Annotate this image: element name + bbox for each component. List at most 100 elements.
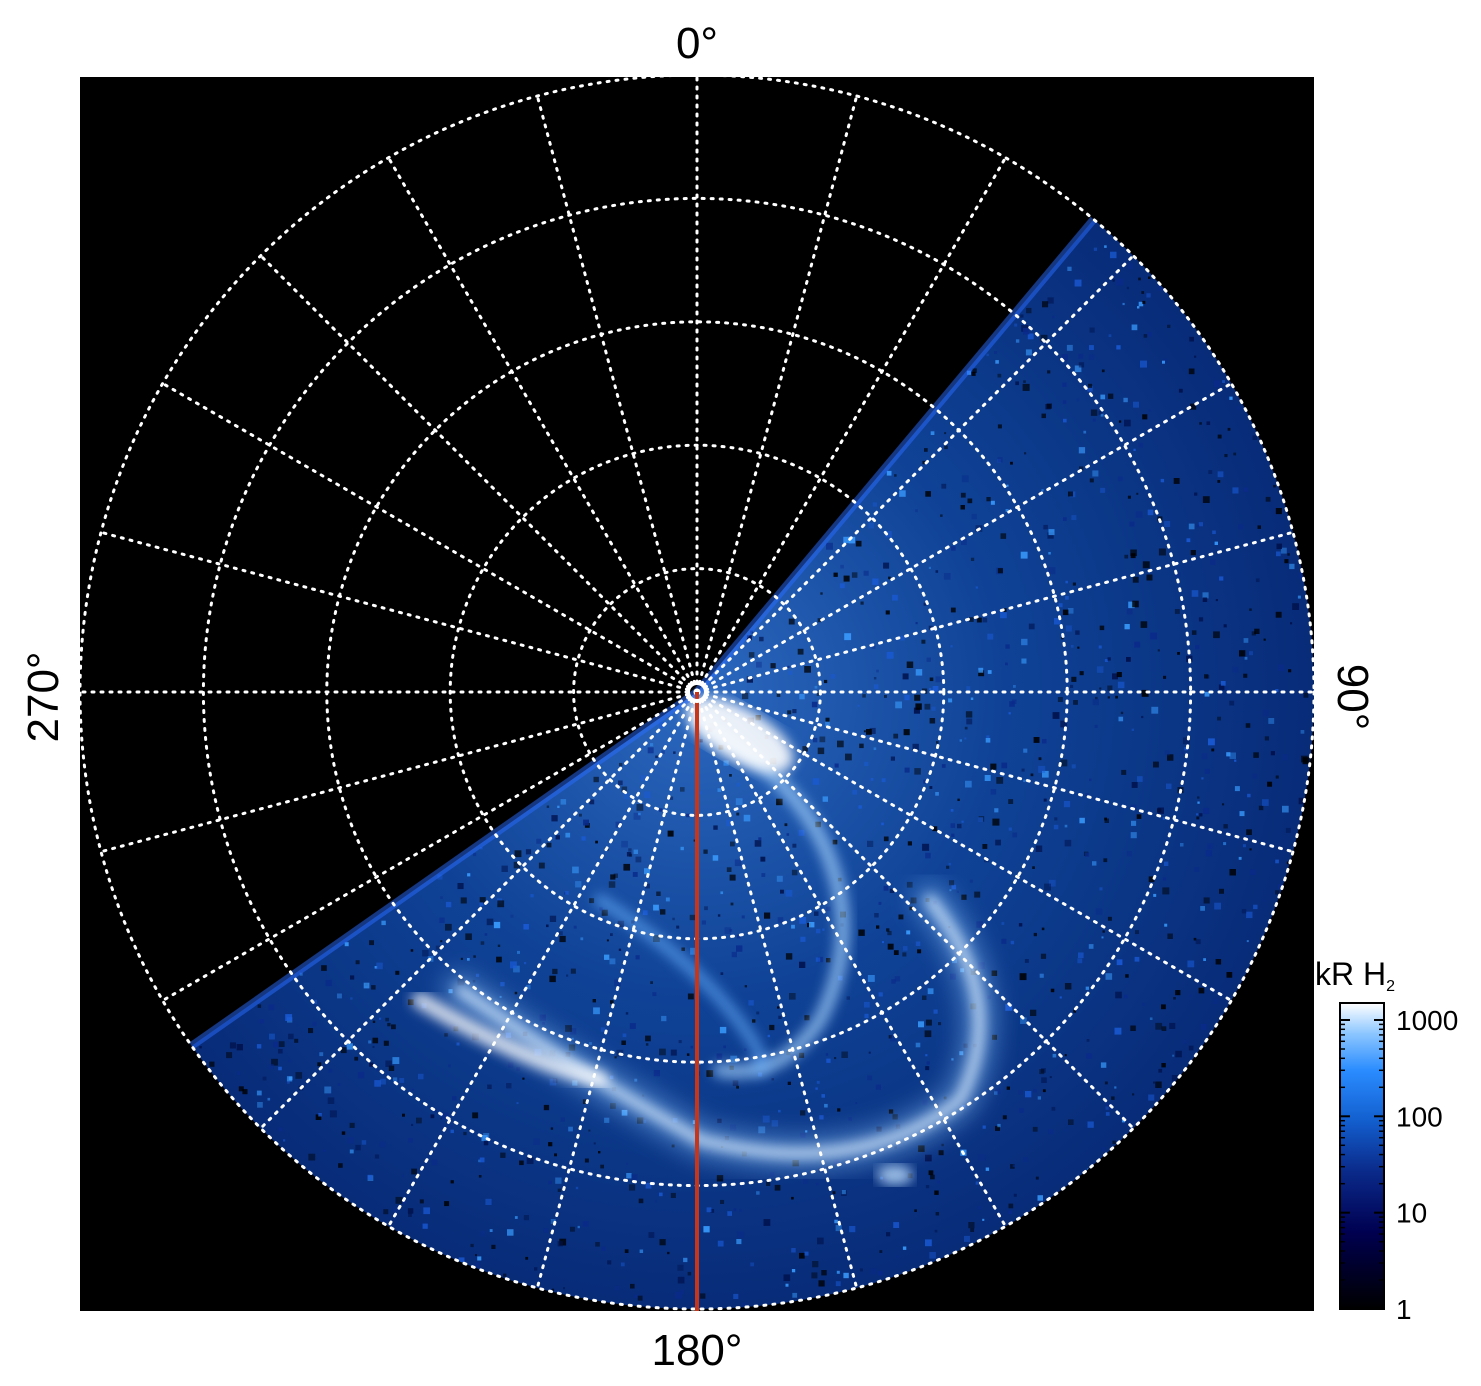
speckle-cell bbox=[308, 1153, 316, 1161]
speckle-cell bbox=[809, 922, 815, 928]
speckle-cell bbox=[624, 1249, 629, 1253]
speckle-cell bbox=[774, 1184, 781, 1191]
speckle-cell bbox=[1085, 986, 1089, 990]
speckle-cell bbox=[1123, 397, 1128, 403]
speckle-cell bbox=[926, 1061, 930, 1065]
speckle-cell bbox=[1171, 1075, 1179, 1082]
speckle-cell bbox=[1287, 553, 1290, 556]
speckle-cell bbox=[411, 1168, 417, 1175]
speckle-cell bbox=[815, 957, 821, 962]
speckle-cell bbox=[964, 737, 967, 740]
speckle-cell bbox=[319, 1052, 324, 1057]
speckle-cell bbox=[1226, 972, 1233, 978]
speckle-cell bbox=[229, 1042, 236, 1049]
speckle-cell bbox=[629, 1023, 636, 1029]
speckle-cell bbox=[338, 1163, 343, 1168]
speckle-cell bbox=[372, 1020, 376, 1023]
speckle-cell bbox=[766, 1181, 771, 1186]
speckle-cell bbox=[1133, 448, 1136, 451]
speckle-cell bbox=[374, 1154, 380, 1159]
speckle-cell bbox=[817, 1237, 824, 1245]
speckle-cell bbox=[787, 1081, 791, 1085]
speckle-cell bbox=[581, 836, 586, 841]
speckle-cell bbox=[546, 924, 549, 928]
speckle-cell bbox=[659, 808, 663, 812]
speckle-cell bbox=[744, 1048, 747, 1051]
speckle-cell bbox=[729, 874, 736, 881]
speckle-cell bbox=[1005, 1003, 1013, 1011]
speckle-cell bbox=[395, 970, 400, 975]
speckle-cell bbox=[816, 692, 820, 696]
speckle-cell bbox=[1019, 1108, 1024, 1113]
speckle-cell bbox=[928, 566, 931, 569]
grid-spoke bbox=[695, 254, 1135, 694]
speckle-cell bbox=[1196, 816, 1200, 820]
speckle-cell bbox=[1073, 700, 1078, 705]
speckle-cell bbox=[1263, 899, 1266, 902]
speckle-cell bbox=[1218, 684, 1225, 690]
speckle-cell bbox=[1111, 1096, 1115, 1100]
speckle-cell bbox=[1114, 1086, 1117, 1089]
speckle-cell bbox=[967, 498, 973, 504]
speckle-cell bbox=[1033, 1089, 1037, 1093]
speckle-cell bbox=[387, 1022, 391, 1027]
speckle-cell bbox=[565, 832, 571, 838]
speckle-cell bbox=[984, 775, 991, 781]
speckle-cell bbox=[925, 491, 931, 497]
speckle-cell bbox=[1066, 344, 1073, 351]
speckle-cell bbox=[631, 1174, 638, 1181]
speckle-cell bbox=[832, 1191, 836, 1195]
speckle-cell bbox=[741, 1302, 747, 1308]
speckle-cell bbox=[457, 883, 464, 890]
speckle-cell bbox=[815, 1182, 819, 1186]
speckle-cell bbox=[1254, 628, 1260, 634]
speckle-cell bbox=[634, 1078, 638, 1082]
speckle-cell bbox=[621, 840, 628, 848]
speckle-cell bbox=[736, 782, 740, 787]
speckle-cell bbox=[1194, 355, 1197, 358]
speckle-cell bbox=[966, 686, 971, 691]
speckle-cell bbox=[1104, 1103, 1112, 1110]
speckle-cell bbox=[526, 1157, 534, 1165]
speckle-cell bbox=[784, 823, 788, 827]
speckle-cell bbox=[1104, 817, 1107, 821]
speckle-cell bbox=[680, 787, 685, 792]
speckle-cell bbox=[1010, 940, 1015, 945]
speckle-cell bbox=[1008, 712, 1011, 715]
speckle-cell bbox=[565, 1025, 572, 1032]
speckle-cell bbox=[554, 1153, 557, 1157]
speckle-cell bbox=[964, 1235, 970, 1242]
speckle-cell bbox=[1173, 997, 1176, 1000]
speckle-cell bbox=[866, 729, 872, 735]
speckle-cell bbox=[735, 798, 743, 805]
speckle-cell bbox=[483, 1140, 489, 1146]
angle-label-right: 90° bbox=[1328, 664, 1377, 731]
speckle-cell bbox=[1064, 839, 1072, 847]
speckle-cell bbox=[484, 933, 488, 936]
speckle-cell bbox=[485, 1198, 492, 1205]
speckle-cell bbox=[582, 1221, 589, 1227]
speckle-cell bbox=[1074, 365, 1082, 373]
speckle-cell bbox=[1020, 314, 1024, 318]
speckle-cell bbox=[589, 898, 595, 904]
speckle-cell bbox=[849, 1226, 856, 1233]
speckle-cell bbox=[1100, 394, 1106, 400]
speckle-cell bbox=[278, 1041, 285, 1047]
grid-spoke bbox=[387, 690, 699, 1228]
speckle-cell bbox=[746, 676, 753, 683]
speckle-cell bbox=[800, 936, 806, 942]
speckle-cell bbox=[867, 840, 874, 847]
speckle-cell bbox=[517, 950, 520, 954]
speckle-cell bbox=[557, 805, 560, 808]
grid-spoke bbox=[695, 156, 1007, 694]
speckle-cell bbox=[628, 1184, 636, 1191]
speckle-cell bbox=[600, 1164, 604, 1169]
speckle-cell bbox=[552, 968, 558, 975]
speckle-cell bbox=[1224, 454, 1228, 458]
speckle-cell bbox=[1161, 1004, 1166, 1010]
speckle-cell bbox=[1203, 958, 1206, 961]
speckle-cell bbox=[1126, 286, 1130, 290]
speckle-cell bbox=[1204, 691, 1210, 697]
speckle-cell bbox=[826, 906, 831, 912]
speckle-cell bbox=[639, 1249, 644, 1253]
